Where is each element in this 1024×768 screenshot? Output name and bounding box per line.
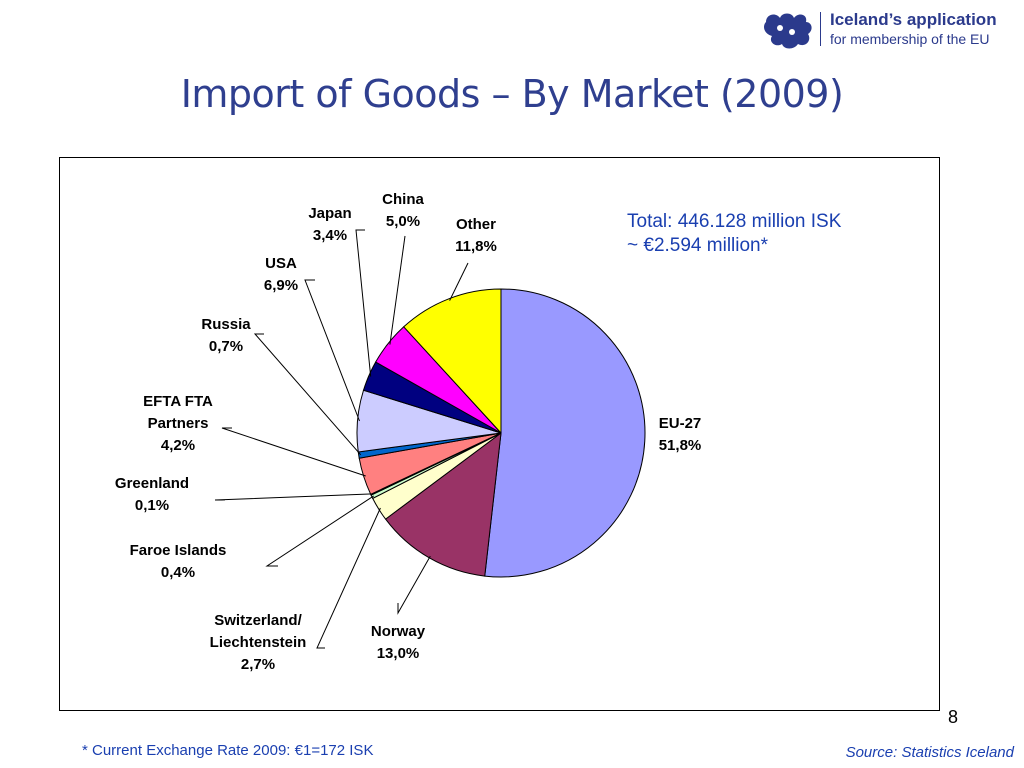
slice-label: Greenland 0,1% xyxy=(115,475,189,514)
slice-label: EU-27 51,8% xyxy=(659,415,702,454)
leader-line xyxy=(316,507,381,649)
leader-line xyxy=(214,493,373,501)
slice-label: Japan 3,4% xyxy=(308,205,351,244)
slice-label: Russia 0,7% xyxy=(201,316,251,355)
iceland-logo xyxy=(762,8,1012,52)
pie-slice-other xyxy=(403,288,502,435)
slice-label: China 5,0% xyxy=(382,191,424,230)
page-title: Import of Goods – By Market (2009) xyxy=(180,72,844,116)
pie-slice-eu-27 xyxy=(484,288,646,578)
leader-line xyxy=(397,555,431,615)
slice-label: Norway 13,0% xyxy=(371,623,426,662)
slice-label: Other 11,8% xyxy=(455,216,497,255)
source-note: Source: Statistics Iceland xyxy=(845,744,1014,761)
leader-line xyxy=(449,262,469,301)
leader-line xyxy=(304,279,360,422)
slice-label: EFTA FTA Partners 4,2% xyxy=(143,393,213,454)
leader-line xyxy=(355,229,372,377)
total-line-1: Total: 446.128 million ISK xyxy=(627,211,842,232)
slice-label: USA 6,9% xyxy=(264,255,298,294)
footnote: * Current Exchange Rate 2009: €1=172 ISK xyxy=(82,742,374,759)
pie-chart: EU-27 51,8% Norway 13,0% Switzerland/Liechte… xyxy=(115,191,702,673)
slice-label: Faroe Islands 0,4% xyxy=(130,542,227,581)
total-annotation: Total: 446.128 million ISK ~ €2.594 mill… xyxy=(627,210,841,258)
logo-title: Iceland’s application xyxy=(830,10,997,29)
page-number: 8 xyxy=(948,707,959,727)
logo-subtitle: for membership of the EU xyxy=(830,31,990,47)
logo-divider xyxy=(820,12,821,46)
leader-line xyxy=(265,495,374,567)
slice-label: Switzerland/Liechtenstein 2,7% xyxy=(210,612,307,673)
leader-line xyxy=(253,333,362,456)
total-line-2: ~ €2.594 million* xyxy=(627,235,769,256)
iceland-puzzle-logo-icon xyxy=(764,13,812,49)
leader-line xyxy=(221,427,366,477)
leader-line xyxy=(389,235,406,345)
chart-frame: EU-27 51,8% Norway 13,0% Switzerland/Liechte… xyxy=(59,157,940,711)
